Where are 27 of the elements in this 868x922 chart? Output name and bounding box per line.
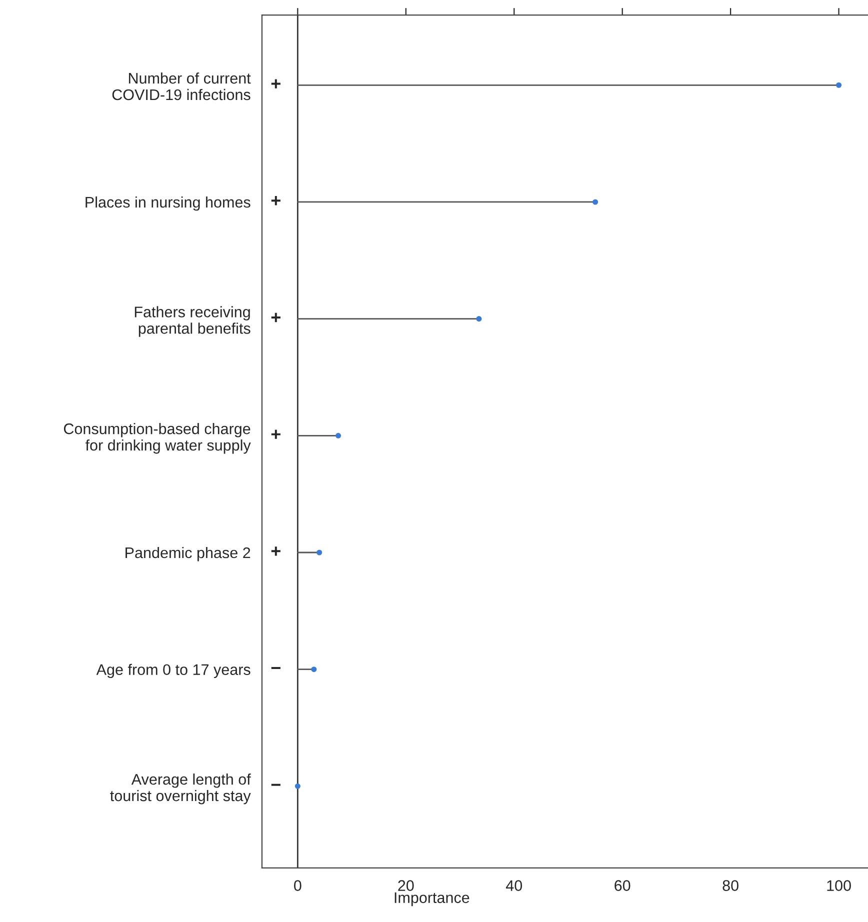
annotation: + [271,196,280,206]
x-tick-label: 60 [614,880,630,891]
x-tick-label: 100 [827,880,851,891]
y-tick-label: Number of current COVID-19 infections [112,72,251,100]
point [836,82,842,88]
annotation: + [271,312,280,322]
x-tick-label: 0 [294,880,302,891]
x-axis-title: Importance [394,892,470,906]
annotation: + [271,546,280,556]
point [311,666,317,672]
x-tick-label: 80 [722,880,738,891]
annotation: − [271,784,280,786]
x-tick-label: 40 [506,880,522,891]
annotation: + [271,79,280,88]
point [592,199,598,205]
point [316,550,322,556]
y-tick-label: Pandemic phase 2 [126,546,250,562]
y-tick-label: Age from 0 to 17 years [96,664,250,678]
point [476,316,482,322]
y-tick-label: Fathers receiving parental benefits [134,306,250,337]
annotation: + [271,430,280,439]
x-tick-label: 20 [398,880,414,891]
point [335,432,342,438]
y-tick-label: Average length of tourist overnight stay [110,774,251,804]
annotation: − [271,667,280,669]
y-tick-label: Consumption-based charge for drinking water supply [64,423,251,454]
y-tick-label: Places in nursing homes [86,196,250,211]
